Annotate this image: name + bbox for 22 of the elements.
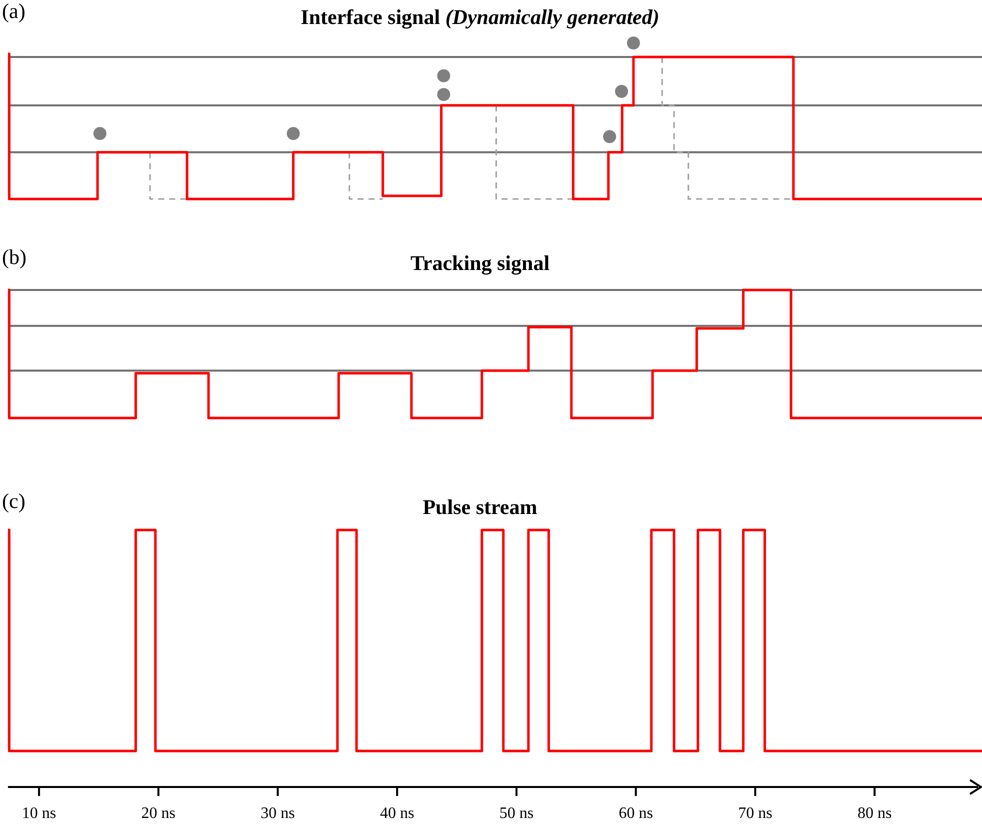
text: (b) xyxy=(2,245,26,269)
x-tick-label: 50 ns xyxy=(499,805,534,822)
point xyxy=(286,126,300,140)
x-tick-label: 70 ns xyxy=(738,805,772,822)
x-tick-label: 80 ns xyxy=(857,805,892,822)
chart-title: Interface signal xyxy=(300,5,440,29)
x-tick-label: 10 ns xyxy=(22,805,56,822)
chart-title: Tracking signal xyxy=(410,251,550,275)
point xyxy=(615,84,628,98)
x-tick-label: 60 ns xyxy=(618,805,653,822)
x-tick-label: 20 ns xyxy=(141,805,176,822)
point xyxy=(626,36,640,50)
x-tick-label: 30 ns xyxy=(260,805,295,822)
x-tick-label: 40 ns xyxy=(380,805,414,822)
text: (c) xyxy=(2,489,26,513)
point xyxy=(437,88,450,101)
point xyxy=(437,69,450,82)
point xyxy=(93,126,106,140)
chart-subtitle: (Dynamically generated) xyxy=(440,5,660,29)
text: (a) xyxy=(2,0,26,23)
point xyxy=(603,130,616,144)
chart-title: Pulse stream xyxy=(422,495,538,519)
